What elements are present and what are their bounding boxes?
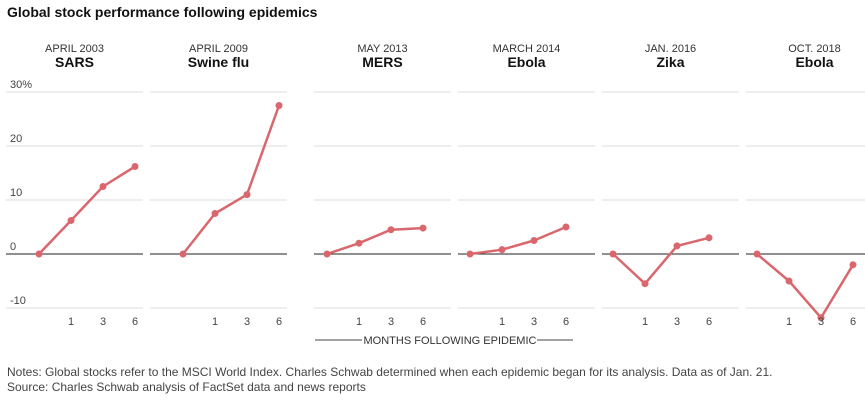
y-tick-label: 0 [10, 241, 16, 253]
data-point [355, 239, 363, 247]
x-tick-label: 3 [674, 316, 680, 328]
x-tick-label: 6 [563, 316, 569, 328]
notes-text: Notes: Global stocks refer to the MSCI W… [7, 365, 773, 379]
data-point [243, 191, 251, 199]
panel-date: MARCH 2014 [493, 43, 561, 55]
panel-epidemic-name: Ebola [795, 54, 833, 70]
data-point [179, 250, 187, 258]
x-tick-label: 6 [706, 316, 712, 328]
data-point [275, 102, 283, 109]
data-point [785, 277, 793, 285]
data-point [99, 183, 107, 190]
series-line [326, 226, 424, 256]
data-point [419, 224, 427, 232]
x-tick-label: 1 [68, 316, 74, 328]
data-point [67, 217, 75, 225]
x-axis-label: MONTHS FOLLOWING EPIDEMIC [364, 335, 537, 347]
data-point [211, 210, 219, 217]
data-point [466, 250, 474, 258]
data-point [131, 163, 139, 171]
data-point [753, 250, 761, 258]
x-tick-label: 6 [420, 316, 426, 328]
panel-date: JAN. 2016 [645, 43, 696, 55]
panel-epidemic-name: Zika [656, 54, 684, 70]
y-tick-label: 10 [10, 187, 22, 199]
data-point [530, 237, 538, 244]
x-tick-label: 3 [100, 316, 106, 328]
x-tick-label: 3 [818, 316, 824, 328]
panel-date: MAY 2013 [357, 43, 407, 55]
x-tick-label: 6 [276, 316, 282, 328]
footnotes: Notes: Global stocks refer to the MSCI W… [7, 365, 773, 395]
data-point [705, 234, 713, 242]
y-tick-label: 20 [10, 133, 22, 145]
x-tick-label: 6 [850, 316, 856, 328]
panel-date: OCT. 2018 [788, 43, 841, 55]
data-point [323, 250, 331, 258]
data-point [609, 250, 617, 258]
data-point [641, 280, 649, 288]
panel-epidemic-name: SARS [55, 54, 94, 70]
panel-epidemic-name: Ebola [507, 54, 545, 70]
data-point [849, 261, 857, 269]
data-point [35, 250, 43, 258]
x-tick-label: 3 [244, 316, 250, 328]
x-tick-label: 1 [786, 316, 792, 328]
data-point [498, 246, 506, 254]
panel-epidemic-name: Swine flu [188, 54, 249, 70]
y-tick-label: 30% [10, 79, 32, 91]
panel-date: APRIL 2003 [45, 43, 104, 55]
x-tick-label: 6 [132, 316, 138, 328]
series-line [182, 105, 281, 255]
source-text: Source: Charles Schwab analysis of FactS… [7, 380, 366, 394]
x-tick-label: 1 [356, 316, 362, 328]
series-line [469, 225, 567, 256]
chart-title: Global stock performance following epide… [7, 4, 318, 20]
series-line [756, 253, 855, 319]
x-tick-label: 3 [388, 316, 394, 328]
panel-epidemic-name: MERS [362, 54, 402, 70]
data-point [673, 242, 681, 250]
data-point [562, 223, 570, 231]
x-tick-label: 1 [212, 316, 218, 328]
series-line [612, 236, 710, 285]
x-tick-label: 1 [499, 316, 505, 328]
x-tick-label: 3 [531, 316, 537, 328]
data-point [817, 314, 825, 322]
series-line [38, 165, 136, 255]
y-tick-label: -10 [10, 295, 26, 307]
panel-date: APRIL 2009 [189, 43, 248, 55]
x-tick-label: 1 [642, 316, 648, 328]
data-point [387, 226, 395, 234]
